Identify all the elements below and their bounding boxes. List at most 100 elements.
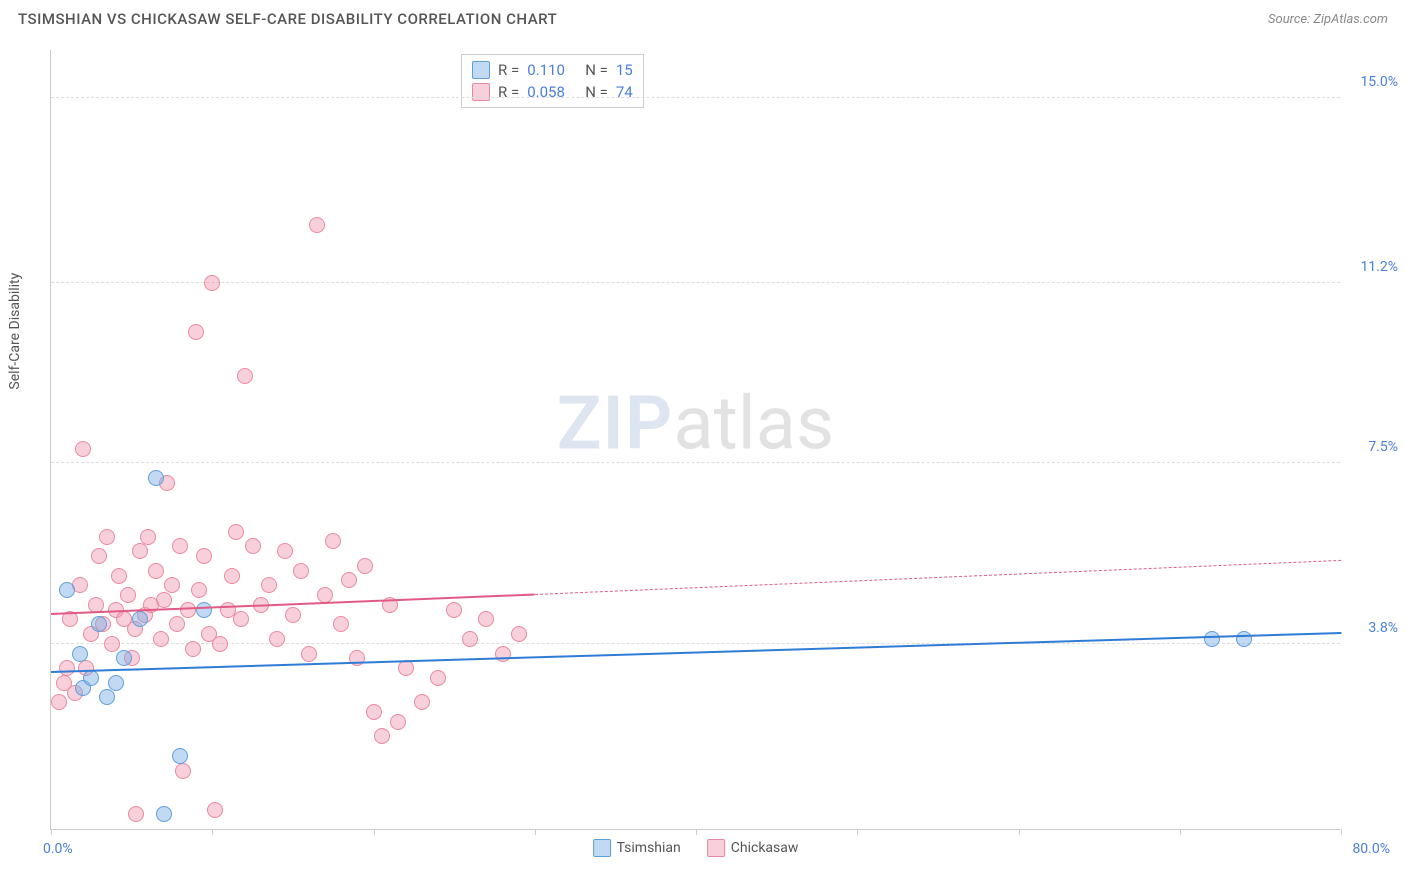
- scatter-point-chickasaw: [398, 660, 414, 676]
- x-tick: [1019, 829, 1020, 835]
- scatter-point-chickasaw: [349, 650, 365, 666]
- scatter-point-chickasaw: [156, 592, 172, 608]
- scatter-point-chickasaw: [366, 704, 382, 720]
- scatter-point-chickasaw: [357, 558, 373, 574]
- scatter-point-chickasaw: [277, 543, 293, 559]
- scatter-point-tsimshian: [116, 650, 132, 666]
- scatter-point-chickasaw: [478, 611, 494, 627]
- scatter-point-chickasaw: [430, 670, 446, 686]
- source-label: Source: ZipAtlas.com: [1268, 12, 1388, 27]
- legend-label: Chickasaw: [731, 840, 799, 856]
- grid-line: [51, 643, 1340, 644]
- scatter-point-tsimshian: [1236, 631, 1252, 647]
- watermark: ZIPatlas: [557, 380, 834, 467]
- scatter-point-chickasaw: [111, 568, 127, 584]
- scatter-point-chickasaw: [293, 563, 309, 579]
- scatter-point-tsimshian: [132, 611, 148, 627]
- scatter-point-chickasaw: [91, 548, 107, 564]
- scatter-point-tsimshian: [156, 806, 172, 822]
- scatter-point-tsimshian: [148, 470, 164, 486]
- x-tick: [535, 829, 536, 835]
- scatter-point-tsimshian: [99, 689, 115, 705]
- chart-plot-area: Self-Care Disability ZIPatlas R = 0.110 …: [50, 50, 1340, 830]
- scatter-point-chickasaw: [164, 577, 180, 593]
- x-tick: [1341, 829, 1342, 835]
- scatter-point-chickasaw: [148, 563, 164, 579]
- scatter-point-chickasaw: [204, 275, 220, 291]
- scatter-point-chickasaw: [140, 529, 156, 545]
- scatter-point-chickasaw: [309, 217, 325, 233]
- scatter-point-chickasaw: [207, 802, 223, 818]
- chart-title: TSIMSHIAN VS CHICKASAW SELF-CARE DISABIL…: [18, 10, 557, 28]
- x-tick: [374, 829, 375, 835]
- swatch-series-1: [472, 61, 490, 79]
- x-axis-max-label: 80.0%: [1352, 841, 1390, 857]
- scatter-point-chickasaw: [462, 631, 478, 647]
- scatter-point-chickasaw: [269, 631, 285, 647]
- scatter-point-chickasaw: [233, 611, 249, 627]
- grid-line: [51, 282, 1340, 283]
- scatter-point-chickasaw: [414, 694, 430, 710]
- scatter-point-tsimshian: [108, 675, 124, 691]
- x-tick: [212, 829, 213, 835]
- scatter-point-chickasaw: [245, 538, 261, 554]
- x-tick: [1180, 829, 1181, 835]
- scatter-point-chickasaw: [237, 368, 253, 384]
- scatter-point-chickasaw: [224, 568, 240, 584]
- scatter-point-chickasaw: [390, 714, 406, 730]
- scatter-point-tsimshian: [1204, 631, 1220, 647]
- x-tick: [696, 829, 697, 835]
- scatter-point-chickasaw: [261, 577, 277, 593]
- scatter-point-chickasaw: [285, 607, 301, 623]
- y-tick-label: 11.2%: [1360, 259, 1398, 275]
- y-tick-label: 15.0%: [1360, 74, 1398, 90]
- scatter-point-chickasaw: [446, 602, 462, 618]
- scatter-point-tsimshian: [83, 670, 99, 686]
- stats-row: R = 0.110 N = 15: [472, 59, 633, 81]
- scatter-point-chickasaw: [228, 524, 244, 540]
- scatter-point-chickasaw: [185, 641, 201, 657]
- scatter-point-chickasaw: [212, 636, 228, 652]
- y-axis-title: Self-Care Disability: [7, 272, 23, 389]
- y-tick-label: 7.5%: [1368, 439, 1398, 455]
- y-tick-label: 3.8%: [1368, 620, 1398, 636]
- scatter-point-chickasaw: [317, 587, 333, 603]
- scatter-point-chickasaw: [301, 646, 317, 662]
- scatter-point-chickasaw: [128, 806, 144, 822]
- grid-line: [51, 462, 1340, 463]
- swatch-series-2: [472, 83, 490, 101]
- scatter-point-chickasaw: [325, 533, 341, 549]
- scatter-point-chickasaw: [196, 548, 212, 564]
- scatter-point-tsimshian: [196, 602, 212, 618]
- bottom-legend: Tsimshian Chickasaw: [593, 839, 799, 857]
- scatter-point-chickasaw: [341, 572, 357, 588]
- scatter-point-chickasaw: [104, 636, 120, 652]
- scatter-point-tsimshian: [59, 582, 75, 598]
- stats-legend-box: R = 0.110 N = 15 R = 0.058 N = 74: [461, 54, 644, 108]
- scatter-point-chickasaw: [120, 587, 136, 603]
- trend-line-chickasaw-dashed: [535, 560, 1341, 595]
- scatter-point-chickasaw: [132, 543, 148, 559]
- scatter-point-chickasaw: [172, 538, 188, 554]
- scatter-point-tsimshian: [72, 646, 88, 662]
- stats-row: R = 0.058 N = 74: [472, 81, 633, 103]
- scatter-point-tsimshian: [91, 616, 107, 632]
- legend-label: Tsimshian: [617, 840, 681, 856]
- swatch-series-1: [593, 839, 611, 857]
- x-axis-min-label: 0.0%: [43, 841, 73, 857]
- scatter-point-chickasaw: [153, 631, 169, 647]
- x-tick: [51, 829, 52, 835]
- scatter-point-chickasaw: [169, 616, 185, 632]
- grid-line: [51, 97, 1340, 98]
- scatter-point-chickasaw: [191, 582, 207, 598]
- scatter-point-chickasaw: [175, 763, 191, 779]
- swatch-series-2: [707, 839, 725, 857]
- scatter-point-chickasaw: [374, 728, 390, 744]
- scatter-point-tsimshian: [172, 748, 188, 764]
- scatter-point-chickasaw: [188, 324, 204, 340]
- x-tick: [857, 829, 858, 835]
- scatter-point-chickasaw: [51, 694, 67, 710]
- scatter-point-chickasaw: [59, 660, 75, 676]
- scatter-point-chickasaw: [75, 441, 91, 457]
- scatter-point-chickasaw: [333, 616, 349, 632]
